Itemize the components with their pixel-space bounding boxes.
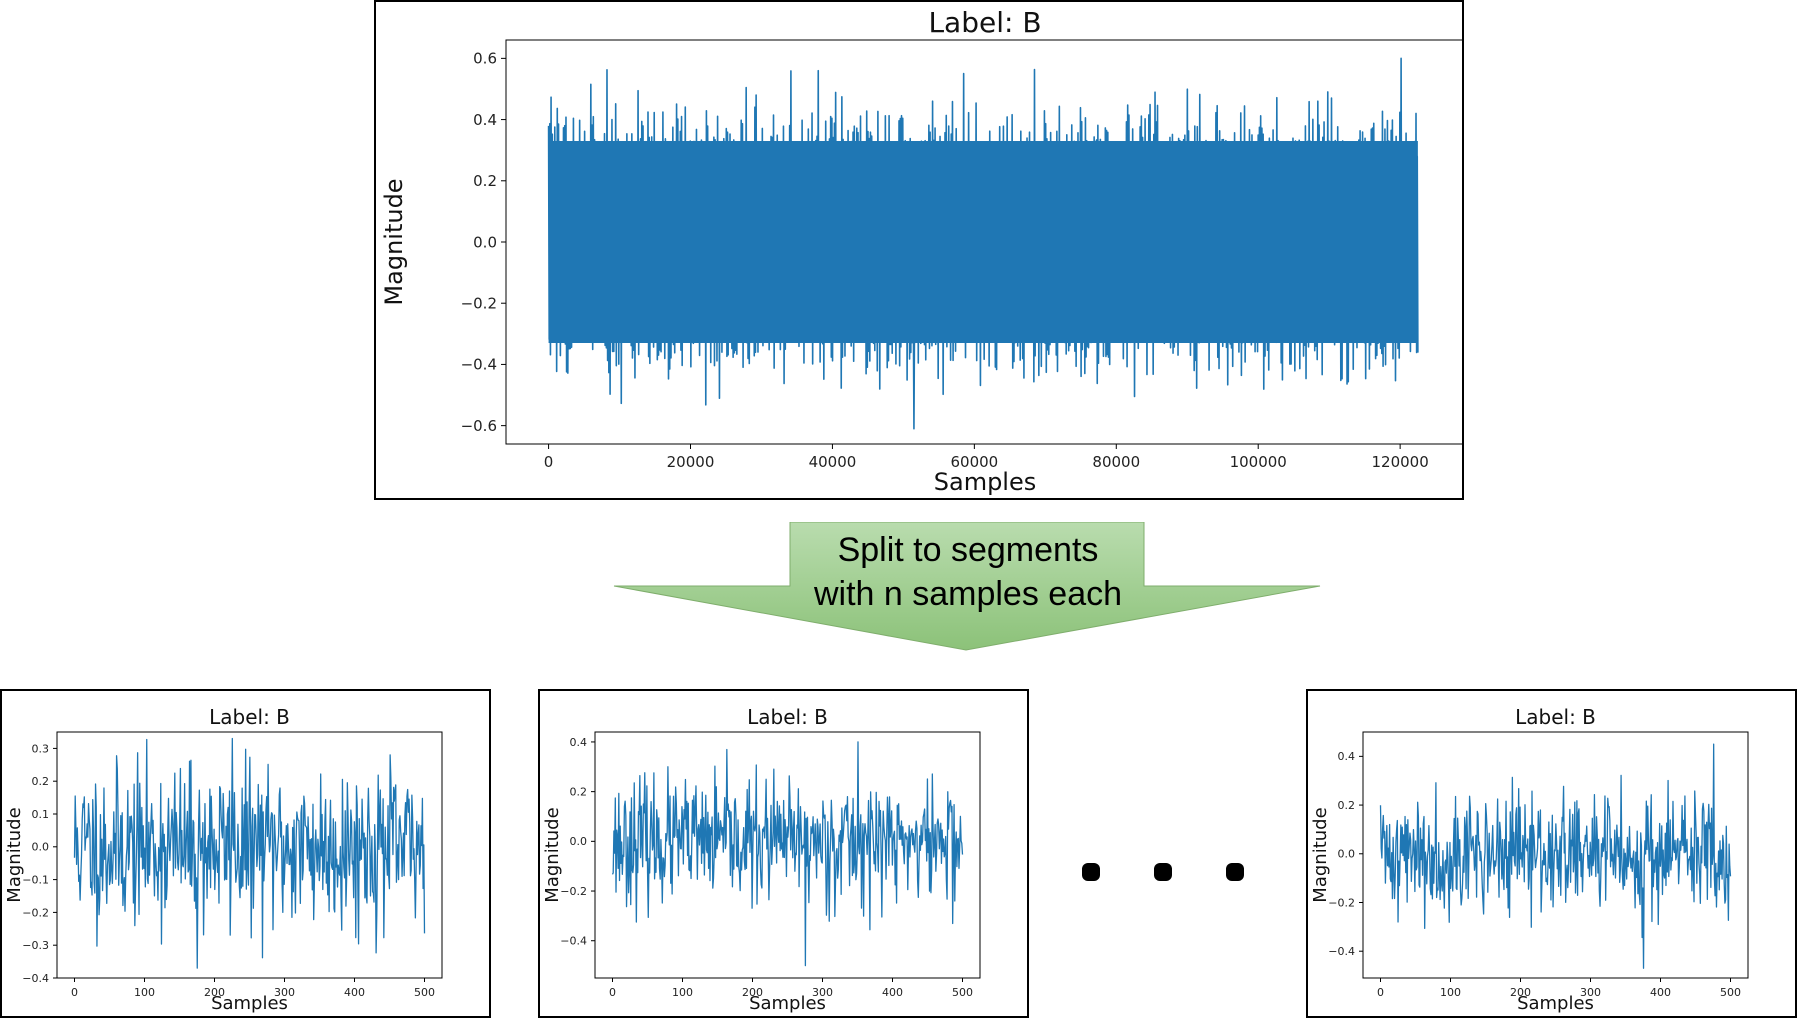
x-tick-label: 300 — [1580, 986, 1601, 999]
chart-title: Label: B — [747, 705, 828, 729]
signal-series-line — [73, 737, 426, 969]
segment-chart-1: 0 100 200 300 400 500 −0.4 −0.3 −0.2 −0.1 0.0 0.1 0.… — [4, 705, 443, 1014]
x-tick-label: 60000 — [950, 453, 998, 471]
segment-panel-last: 0 100 200 300 400 500 −0.4 −0.2 0.0 0.2 0.4 Label: … — [1306, 689, 1797, 1018]
y-axis-label: Magnitude — [542, 807, 563, 902]
ellipsis-dot-icon — [1154, 863, 1172, 881]
y-tick-label: 0.4 — [1338, 750, 1356, 763]
y-tick-label: 0.2 — [1338, 799, 1356, 812]
x-tick-label: 120000 — [1372, 453, 1429, 471]
x-tick-label: 400 — [1650, 986, 1671, 999]
y-tick-label: 0.0 — [32, 841, 50, 854]
full-signal-panel: 0 20000 40000 60000 80000 100000 120000 −0.6 −0.… — [374, 0, 1464, 500]
y-tick-label: −0.4 — [461, 356, 497, 374]
x-axis-label: Samples — [1517, 993, 1594, 1014]
x-tick-label: 0 — [71, 986, 78, 999]
x-tick-label: 400 — [344, 986, 365, 999]
signal-dense-band — [548, 141, 1418, 343]
ellipsis-dot-icon — [1082, 863, 1100, 881]
x-tick-label: 100000 — [1230, 453, 1287, 471]
x-tick-label: 200 — [1510, 986, 1531, 999]
x-tick-label: 200 — [204, 986, 225, 999]
x-axis-label: Samples — [749, 993, 826, 1014]
y-tick-label: −0.4 — [560, 935, 587, 948]
plot-area — [594, 731, 981, 979]
chart-title: Label: B — [209, 705, 290, 729]
arrow-caption-line1: Split to segments — [837, 531, 1099, 569]
y-tick-label: 0.6 — [473, 50, 497, 68]
x-tick-label: 500 — [952, 986, 973, 999]
y-tick-label: 0.1 — [32, 808, 50, 821]
x-tick-label: 100 — [672, 986, 693, 999]
y-tick-label: −0.2 — [560, 885, 587, 898]
y-tick-label: −0.6 — [461, 417, 497, 435]
chart-title: Label: B — [1515, 705, 1596, 729]
y-tick-label: 0.4 — [473, 111, 497, 129]
segment-panel-2: 0 100 200 300 400 500 −0.4 −0.2 0.0 0.2 0.4 Label: … — [538, 689, 1029, 1018]
y-tick-label: 0.0 — [570, 835, 588, 848]
y-axis-label: Magnitude — [380, 178, 408, 305]
full-signal-chart: 0 20000 40000 60000 80000 100000 120000 −0.6 −0.… — [380, 6, 1462, 496]
y-axis-label: Magnitude — [4, 807, 25, 902]
x-tick-label: 80000 — [1092, 453, 1140, 471]
segment-chart-last: 0 100 200 300 400 500 −0.4 −0.2 0.0 0.2 0.4 Label: … — [1310, 705, 1749, 1014]
x-tick-label: 300 — [812, 986, 833, 999]
x-axis-label: Samples — [211, 993, 288, 1014]
y-tick-label: −0.4 — [1328, 945, 1355, 958]
x-tick-label: 0 — [1377, 986, 1384, 999]
x-tick-label: 500 — [414, 986, 435, 999]
y-axis-label: Magnitude — [1310, 807, 1331, 902]
x-tick-label: 0 — [609, 986, 616, 999]
split-arrow: Split to segments with n samples each — [612, 522, 1324, 652]
y-tick-label: −0.4 — [22, 972, 49, 985]
segment-chart-2: 0 100 200 300 400 500 −0.4 −0.2 0.0 0.2 0.4 Label: … — [542, 705, 981, 1014]
y-tick-label: −0.2 — [1328, 896, 1355, 909]
signal-series-line — [1379, 743, 1732, 969]
signal-series-line — [611, 741, 964, 967]
x-tick-label: 400 — [882, 986, 903, 999]
x-tick-label: 300 — [274, 986, 295, 999]
segment-panel-1: 0 100 200 300 400 500 −0.4 −0.3 −0.2 −0.1 0.0 0.1 0.… — [0, 689, 491, 1018]
x-tick-label: 500 — [1720, 986, 1741, 999]
y-tick-label: 0.2 — [32, 775, 50, 788]
y-tick-label: −0.2 — [22, 906, 49, 919]
ellipsis-dot-icon — [1226, 863, 1244, 881]
y-tick-label: 0.2 — [473, 172, 497, 190]
x-tick-label: 100 — [1440, 986, 1461, 999]
x-tick-label: 0 — [544, 453, 554, 471]
x-tick-label: 40000 — [809, 453, 857, 471]
x-axis-label: Samples — [934, 468, 1037, 496]
y-tick-label: −0.3 — [22, 939, 49, 952]
arrow-caption-line2: with n samples each — [813, 575, 1123, 613]
x-tick-label: 200 — [742, 986, 763, 999]
x-tick-label: 100 — [134, 986, 155, 999]
arrow-shape — [613, 522, 1321, 651]
chart-title: Label: B — [928, 6, 1041, 39]
y-tick-label: 0.2 — [570, 785, 588, 798]
y-tick-label: 0.3 — [32, 742, 50, 755]
x-tick-label: 20000 — [667, 453, 715, 471]
y-tick-label: 0.4 — [570, 736, 588, 749]
y-tick-label: −0.1 — [22, 873, 49, 886]
y-tick-label: −0.2 — [461, 294, 497, 312]
y-tick-label: 0.0 — [473, 233, 497, 251]
y-tick-label: 0.0 — [1338, 848, 1356, 861]
